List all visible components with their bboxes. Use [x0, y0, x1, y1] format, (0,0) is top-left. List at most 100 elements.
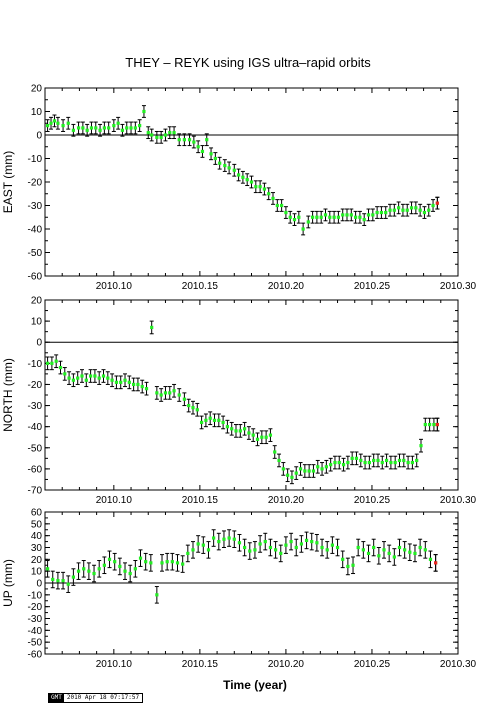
up-ytick-label: 20: [31, 555, 43, 566]
up-data-point: [107, 557, 112, 561]
east-data-point: [66, 121, 70, 125]
east-data-point: [56, 121, 60, 125]
north-data-point: [428, 422, 432, 427]
north-data-point: [415, 458, 419, 463]
stamp-tag: GMT: [49, 694, 64, 702]
north-data-point: [58, 365, 63, 370]
east-data-point: [349, 213, 353, 217]
up-data-point: [408, 550, 412, 554]
up-data-point: [330, 543, 334, 547]
north-data-point: [199, 420, 204, 425]
east-data-point: [249, 180, 254, 184]
north-data-point: [316, 465, 320, 469]
up-data-point: [217, 539, 221, 544]
up-data-point: [181, 562, 185, 566]
east-data-point: [200, 149, 205, 154]
east-data-point: [401, 208, 405, 212]
up-xtick-label: 2010.10: [96, 659, 133, 670]
east-y-axis-label: EAST (mm): [1, 151, 15, 213]
north-data-point: [363, 460, 367, 465]
east-data-point: [150, 133, 154, 137]
up-data-point: [113, 560, 117, 564]
east-xtick-label: 2010.20: [268, 281, 305, 292]
east-data-point: [379, 210, 384, 215]
north-data-point: [393, 460, 397, 465]
north-data-point: [163, 391, 168, 395]
north-ytick-label: 20: [31, 296, 43, 307]
up-data-point: [351, 563, 355, 567]
north-data-point: [397, 458, 402, 463]
north-data-point: [76, 376, 80, 380]
east-data-point: [45, 124, 50, 128]
up-ytick-label: -30: [28, 614, 43, 625]
north-data-point: [260, 435, 264, 439]
up-data-point: [56, 579, 60, 583]
east-data-point: [418, 208, 422, 212]
up-data-point: [284, 543, 288, 547]
east-data-point: [94, 126, 98, 130]
east-data-point: [280, 203, 284, 208]
east-data-point: [146, 131, 150, 135]
east-xtick-label: 2010.30: [440, 281, 477, 292]
east-data-point: [209, 152, 213, 156]
north-ytick-label: -10: [28, 359, 43, 370]
north-data-point: [234, 429, 238, 433]
east-data-point: [71, 128, 75, 132]
east-data-point: [182, 138, 186, 142]
north-data-point: [132, 382, 136, 387]
north-data-point: [63, 372, 67, 376]
up-data-point: [341, 557, 345, 561]
north-ytick-label: -40: [28, 422, 43, 433]
north-data-point: [294, 471, 298, 475]
north-data-point: [251, 433, 255, 437]
north-data-point: [432, 422, 436, 427]
east-data-point: [76, 126, 81, 130]
up-xtick-label: 2010.15: [182, 659, 219, 670]
east-data-point: [414, 206, 418, 210]
north-data-point: [376, 458, 380, 463]
north-data-point: [367, 460, 371, 465]
up-data-point: [102, 563, 106, 567]
north-xtick-label: 2010.10: [96, 495, 133, 506]
up-data-point: [299, 542, 304, 546]
east-data-point: [61, 124, 65, 128]
east-data-point: [332, 215, 336, 219]
east-ytick-label: -30: [28, 201, 43, 212]
east-data-point: [384, 210, 388, 215]
north-data-point: [123, 378, 127, 382]
north-data-point: [359, 458, 363, 463]
north-data-point: [243, 427, 247, 431]
east-data-point: [102, 126, 106, 130]
north-data-point: [89, 374, 93, 378]
north-data-point: [97, 376, 101, 380]
north-data-point: [402, 458, 406, 463]
east-data-point: [107, 126, 111, 130]
north-data-point: [114, 380, 119, 384]
north-data-point: [380, 460, 384, 465]
up-ytick-label: -10: [28, 590, 43, 601]
north-data-point: [320, 467, 324, 471]
north-data-point: [191, 406, 195, 410]
north-data-point: [303, 469, 307, 473]
up-data-point: [123, 569, 127, 573]
east-data-point: [288, 215, 292, 219]
north-ytick-label: -70: [28, 486, 43, 497]
north-y-axis-label: NORTH (mm): [1, 358, 15, 432]
east-data-point: [388, 208, 392, 212]
north-data-point: [50, 361, 54, 365]
up-data-point: [71, 575, 75, 579]
east-data-point: [125, 126, 129, 130]
east-data-point: [205, 138, 209, 142]
east-data-point: [163, 133, 168, 137]
north-data-point: [281, 467, 285, 471]
up-data-point: [144, 560, 148, 564]
north-data-point: [101, 374, 106, 378]
north-data-point: [238, 429, 242, 433]
east-data-point: [336, 215, 341, 219]
up-data-point: [248, 549, 252, 553]
up-data-point: [304, 538, 309, 542]
up-data-point: [191, 548, 195, 552]
north-data-point: [346, 460, 350, 465]
east-data-point: [52, 119, 57, 123]
up-data-point: [356, 545, 360, 550]
